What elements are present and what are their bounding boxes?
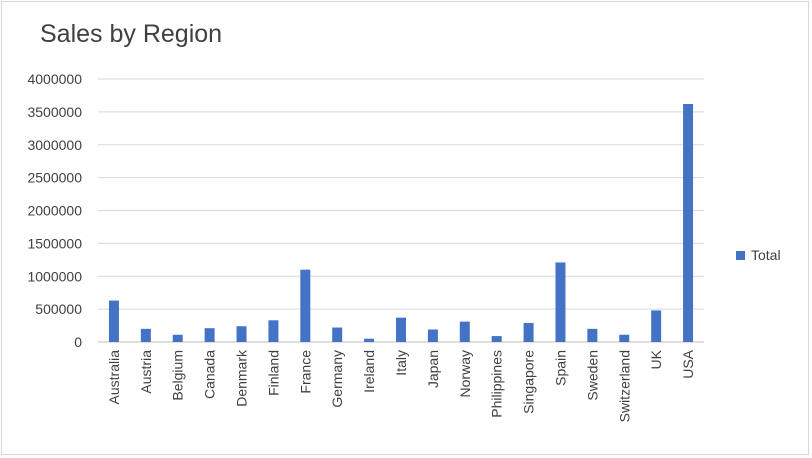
bar-switzerland — [619, 334, 630, 342]
bar-germany — [332, 327, 343, 342]
y-tick-label: 3000000 — [27, 137, 82, 153]
x-tick-label: Switzerland — [616, 350, 632, 422]
x-tick-label: Norway — [457, 350, 473, 397]
y-tick-label: 2000000 — [27, 203, 82, 219]
x-tick-label: Austria — [138, 350, 154, 394]
y-tick-label: 2500000 — [27, 170, 82, 186]
bar-japan — [427, 329, 438, 342]
bar-italy — [396, 317, 406, 342]
x-tick-label: Denmark — [234, 349, 250, 407]
x-tick-label: USA — [680, 349, 696, 378]
chart-title: Sales by Region — [40, 20, 223, 48]
x-tick-label: Finland — [265, 350, 281, 396]
x-tick-label: Singapore — [521, 350, 537, 414]
x-tick-label: Australia — [106, 350, 122, 405]
bar-singapore — [523, 322, 534, 342]
x-tick-label: UK — [648, 349, 664, 369]
x-tick-label: Spain — [552, 350, 568, 386]
y-axis-ticks: 0 500000 1000000 1500000 2000000 2500000 30000… — [27, 71, 82, 350]
x-tick-label: Japan — [425, 350, 441, 388]
x-tick-label: Belgium — [170, 350, 186, 401]
bars — [108, 103, 694, 342]
bar-austria — [140, 328, 151, 342]
legend: Total — [736, 247, 781, 263]
x-axis-ticks: Australia Austria Belgium Canada Denmark Finl… — [106, 349, 696, 422]
bar-usa — [683, 103, 694, 342]
bar-uk — [651, 310, 662, 342]
y-tick-label: 4000000 — [27, 71, 82, 87]
x-tick-label: Ireland — [361, 350, 377, 393]
x-tick-label: Germany — [329, 350, 345, 408]
legend-label: Total — [751, 247, 781, 263]
y-tick-label: 3500000 — [27, 104, 82, 120]
bar-france — [300, 269, 311, 342]
x-tick-label: Sweden — [584, 350, 600, 401]
x-tick-label: France — [297, 350, 313, 394]
bar-canada — [204, 328, 215, 342]
bar-sweden — [587, 328, 598, 342]
bar-norway — [459, 321, 470, 342]
bar-denmark — [236, 326, 247, 342]
y-tick-label: 1000000 — [27, 268, 82, 284]
bar-belgium — [172, 334, 183, 342]
x-tick-label: Philippines — [489, 350, 505, 418]
y-tick-label: 0 — [74, 334, 82, 350]
bar-finland — [268, 320, 279, 342]
gridlines — [98, 78, 704, 343]
y-tick-label: 1500000 — [27, 235, 82, 251]
x-tick-label: Canada — [202, 350, 218, 399]
bar-australia — [108, 300, 119, 342]
bar-philippines — [491, 336, 502, 342]
x-tick-label: Italy — [393, 350, 409, 376]
y-tick-label: 500000 — [35, 301, 82, 317]
legend-swatch — [736, 251, 745, 260]
bar-ireland — [364, 338, 375, 342]
bar-spain — [555, 262, 566, 342]
